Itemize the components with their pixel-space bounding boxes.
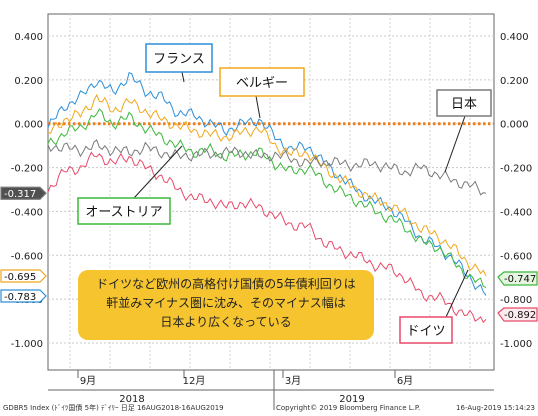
callout-box-belgium (219, 67, 305, 97)
series-label-japan: 日本 (451, 97, 477, 112)
callout-box-france (145, 43, 213, 73)
callout-box-japan (436, 89, 492, 117)
badge-left-belgium (0, 269, 47, 283)
callout-pointer-austria (133, 145, 183, 199)
footer-copyright: Copyright© 2019 Bloomberg Finance L.P. (276, 404, 420, 412)
series-label-france: フランス (153, 52, 205, 67)
badge-left-text-belgium: -0.695 (4, 272, 36, 283)
series-lines (47, 72, 487, 324)
badge-left-text-japan: -0.317 (4, 189, 36, 200)
y-axis-right: 0.400 0.200 0.000 -0.200 -0.400 -0.600 -0.800 -… (500, 32, 532, 350)
series-label-germany: ドイツ (406, 324, 445, 339)
badge-right-text-austria: -0.747 (504, 274, 536, 285)
footer-left: GDBR5 Index (ﾄﾞｲﾂ国債 5年) ﾃﾞｲﾘｰ 日足 16AUG20… (3, 403, 224, 412)
x-tick-2: 3月 (285, 375, 301, 387)
callout-pointer-france (181, 71, 185, 83)
callout-pointer-japan (444, 115, 466, 173)
x-tick-1: 12月 (183, 375, 206, 387)
badge-left-text-france: -0.783 (4, 292, 36, 303)
y-right-tick-3: -0.200 (500, 164, 532, 175)
callout-box-germany (399, 316, 453, 344)
annotation-box: ドイツなど欧州の高格付け国債の5年債利回りは軒並みマイナス圏に沈み、そのマイナス… (78, 270, 374, 340)
y-left-tick-5: -0.600 (11, 251, 43, 262)
badge-right-germany (497, 307, 538, 322)
x-axis: 9月 12月 3月 6月 2018 2019 (48, 370, 494, 410)
value-badges: -0.317 -0.695 -0.783 -0.747 -0.892 (0, 186, 538, 322)
badge-right-text-germany: -0.892 (504, 310, 536, 321)
annotation-line-2: 日本より広くなっている (160, 315, 291, 329)
series-line-germany (47, 151, 487, 324)
annotation-bg (78, 270, 374, 340)
x-tick-3: 6月 (397, 375, 413, 387)
y-left-tick-4: -0.400 (11, 207, 43, 218)
x-year-1: 2019 (339, 394, 364, 405)
x-tick-0: 9月 (80, 375, 96, 387)
y-right-tick-1: 0.200 (500, 76, 529, 87)
y-left-tick-3: -0.200 (11, 164, 43, 175)
callout-pointer-belgium (255, 95, 261, 119)
y-right-tick-5: -0.600 (500, 251, 532, 262)
y-right-tick-6: -0.800 (500, 295, 532, 306)
series-label-belgium: ベルギー (236, 76, 288, 91)
series-line-austria (47, 108, 487, 288)
callout-pointer-germany (445, 269, 469, 318)
y-left-tick-7: -1.000 (11, 339, 43, 350)
y-left-tick-0: 0.400 (14, 32, 43, 43)
series-line-france (47, 72, 487, 296)
y-right-tick-7: -1.000 (500, 339, 532, 350)
callout-box-austria (77, 197, 171, 225)
footer: GDBR5 Index (ﾄﾞｲﾂ国債 5年) ﾃﾞｲﾘｰ 日足 16AUG20… (3, 403, 535, 412)
y-right-tick-2: 0.000 (500, 120, 529, 131)
annotation-line-0: ドイツなど欧州の高格付け国債の5年債利回りは (96, 276, 356, 291)
y-left-tick-2: 0.000 (14, 120, 43, 131)
series-line-japan (47, 139, 487, 196)
badge-right-austria (497, 271, 538, 286)
y-right-tick-4: -0.400 (500, 207, 532, 218)
series-label-austria: オーストリア (85, 205, 162, 220)
annotation-line-1: 軒並みマイナス圏に沈み、そのマイナス幅は (106, 295, 346, 310)
series-line-belgium (47, 93, 487, 277)
y-right-tick-0: 0.400 (500, 32, 529, 43)
y-left-tick-1: 0.200 (14, 76, 43, 87)
badge-left-japan (0, 186, 47, 200)
x-year-0: 2018 (119, 394, 144, 405)
footer-timestamp: 16-Aug-2019 15:14:23 (456, 404, 535, 412)
badge-left-france (0, 289, 47, 303)
